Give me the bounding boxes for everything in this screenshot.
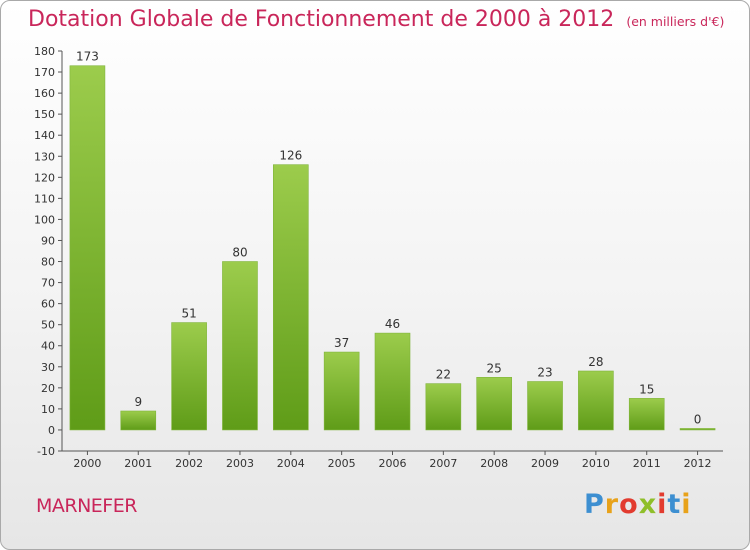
bar — [120, 410, 157, 431]
y-tick-label: 160 — [34, 87, 55, 100]
x-tick-label: 2003 — [226, 457, 254, 470]
logo-letter: i — [657, 489, 668, 520]
x-tick-label: 2011 — [633, 457, 661, 470]
chart-unit: (en milliers d'€) — [626, 14, 725, 29]
y-tick-label: 60 — [41, 298, 55, 311]
bar — [628, 398, 665, 431]
x-tick-label: 2010 — [582, 457, 610, 470]
data-label: 22 — [436, 368, 451, 382]
y-tick-label: 170 — [34, 66, 55, 79]
bar — [679, 428, 716, 431]
x-tick-label: 2001 — [124, 457, 152, 470]
data-label: 0 — [694, 412, 702, 426]
bar — [374, 332, 411, 431]
y-tick-label: 90 — [41, 234, 55, 247]
data-label: 15 — [639, 382, 654, 396]
x-tick-label: 2007 — [429, 457, 457, 470]
commune-name: MARNEFER — [36, 495, 137, 517]
y-tick-label: 120 — [34, 171, 55, 184]
logo-letter: x — [638, 489, 658, 520]
x-tick-label: 2005 — [328, 457, 356, 470]
title-row: Dotation Globale de Fonctionnement de 20… — [28, 7, 724, 32]
bar — [222, 261, 258, 431]
proxiti-logo: Proxiti — [584, 489, 692, 520]
y-tick-label: 150 — [34, 108, 55, 121]
data-label: 28 — [588, 355, 603, 369]
logo-letter: i — [681, 489, 692, 520]
y-tick-label: 10 — [41, 403, 55, 416]
y-tick-label: 110 — [34, 192, 55, 205]
bar — [69, 65, 106, 431]
data-label: 9 — [134, 395, 142, 409]
y-tick-label: 30 — [41, 361, 55, 374]
chart-title: Dotation Globale de Fonctionnement de 20… — [28, 7, 615, 32]
y-tick-label: 80 — [41, 256, 55, 269]
x-tick-label: 2006 — [379, 457, 407, 470]
logo-letter: t — [667, 489, 682, 520]
y-tick-label: 100 — [34, 213, 55, 226]
bar — [578, 370, 614, 431]
logo-letter: P — [584, 489, 605, 520]
x-tick-label: 2008 — [480, 457, 508, 470]
data-label: 51 — [181, 307, 196, 321]
data-label: 173 — [76, 50, 99, 64]
x-tick-label: 2012 — [684, 457, 712, 470]
x-tick-label: 2002 — [175, 457, 203, 470]
bar — [273, 164, 309, 431]
y-tick-label: 70 — [41, 277, 55, 290]
x-tick-label: 2004 — [277, 457, 305, 470]
data-label: 46 — [385, 317, 400, 331]
y-tick-label: 180 — [34, 45, 55, 58]
y-tick-label: -10 — [37, 445, 55, 458]
logo-letter: o — [619, 489, 639, 520]
x-tick-label: 2009 — [531, 457, 559, 470]
logo-letter: r — [604, 489, 620, 520]
data-label: 23 — [537, 366, 552, 380]
bar — [171, 322, 207, 431]
bar — [323, 351, 360, 431]
bar — [425, 383, 462, 431]
y-tick-label: 130 — [34, 150, 55, 163]
x-tick-label: 2000 — [73, 457, 101, 470]
data-label: 25 — [487, 361, 502, 375]
y-tick-label: 40 — [41, 340, 55, 353]
data-label: 80 — [232, 246, 247, 260]
y-tick-label: 50 — [41, 319, 55, 332]
y-tick-label: 140 — [34, 129, 55, 142]
y-tick-label: 20 — [41, 382, 55, 395]
bar — [476, 377, 512, 431]
y-tick-label: 0 — [48, 424, 55, 437]
data-label: 126 — [279, 149, 302, 163]
bar — [527, 381, 563, 431]
data-label: 37 — [334, 336, 349, 350]
